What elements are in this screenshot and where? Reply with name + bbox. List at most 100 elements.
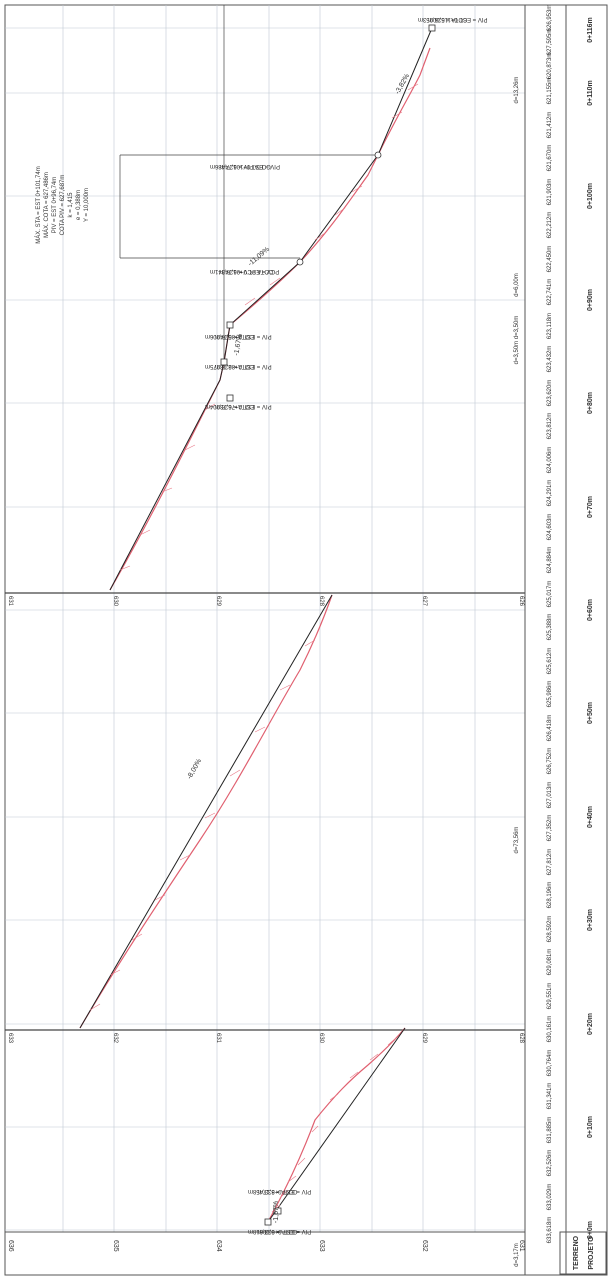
curve-line: MÁX. COTA = 627,486m: [43, 172, 50, 238]
curve-line: PIV = EST 0+96,74m: [52, 177, 58, 234]
terrain-value-labels: 633,618m 633,029m 632,526m 631,885m 631,…: [547, 5, 553, 1244]
terrain-value: 627,013m: [547, 782, 553, 809]
station-label: 0+60m: [587, 599, 594, 621]
station-label: 0+40m: [587, 806, 594, 828]
elevation-label: 631: [518, 1240, 525, 1252]
elevation-label: 626: [518, 596, 524, 607]
station-label: 0+50m: [587, 702, 594, 724]
curve-line: k = 1,415: [68, 192, 74, 218]
elevation-label: 633: [7, 1033, 13, 1044]
terrain-value: 625,017m: [547, 581, 553, 608]
section3-profile: [109, 24, 436, 591]
terrain-value: 622,741m: [547, 279, 553, 306]
terrain-value: 627,352m: [547, 815, 553, 842]
terrain-value: 628,196m: [547, 882, 553, 909]
terrain-value: 625,986m: [547, 681, 553, 708]
terrain-value: 627,595m: [547, 29, 553, 56]
elevation-labels-section1: 636 635 634 633 632 631: [7, 1240, 525, 1252]
terrain-value: 625,612m: [547, 648, 553, 675]
curve-line: MÁX. STA = EST 0+101,74m: [35, 166, 42, 243]
leader-lines: [119, 5, 378, 360]
slope-label: -1,67%: [233, 333, 244, 356]
legend-terreno: TERRENO: [573, 1235, 580, 1270]
elevation-label: 629: [215, 596, 221, 607]
terrain-value: 624,006m: [547, 447, 553, 474]
curve-line: Y = 10,000m: [84, 188, 90, 222]
terrain-value: 625,388m: [547, 614, 553, 641]
piv-cota: COTA = 628,906m: [205, 333, 254, 339]
piv-label: PIV = EST 0+3,17m: [258, 1188, 311, 1194]
distance-label: d=73,56m: [514, 827, 520, 854]
elevation-label: 629: [421, 1033, 427, 1044]
terrain-value: 622,212m: [547, 212, 553, 239]
slope-label: -8,00%: [186, 758, 203, 781]
piv-cota: COTA PCV = 628,341m: [210, 268, 273, 274]
piv-label: PIV = EST 0+85,74m: [215, 333, 272, 339]
terrain-value: 624,884m: [547, 547, 553, 574]
drawing-frame: [4, 4, 608, 1276]
section2-profile: [79, 594, 333, 1029]
elevation-label: 628: [518, 1033, 524, 1044]
station-label: 0+110m: [587, 80, 594, 106]
terrain-value: 620,873m: [547, 53, 553, 80]
elevation-label: 627: [421, 596, 427, 607]
terrain-value: 628,592m: [547, 916, 553, 943]
distance-label: d=3,17m: [514, 1243, 520, 1267]
piv-annotations: PIV = EST 0+0,00m COTA = 633,618m PIV = …: [205, 16, 487, 1234]
terrain-value: 633,029m: [547, 1184, 553, 1211]
elevation-label: 630: [318, 1033, 324, 1044]
terrain-value: 631,341m: [547, 1083, 553, 1110]
slope-labels: -1,67% -8,00% -1,67% -11,09% -3,82%: [186, 73, 411, 1223]
terrain-value: 623,620m: [547, 380, 553, 407]
terrain-value: 629,081m: [547, 949, 553, 976]
terrain-value: 621,670m: [547, 145, 553, 172]
station-label: 0+90m: [587, 289, 594, 311]
slope-label: -11,09%: [247, 246, 271, 268]
slope-label: -1,67%: [273, 1201, 280, 1223]
elevation-labels-section3: 631 630 629 628 627 626: [7, 596, 524, 607]
terrain-value: 623,118m: [547, 313, 553, 339]
section-dividers: [5, 592, 525, 1031]
elevation-label: 631: [215, 1033, 221, 1044]
distance-label: d=6,00m: [514, 273, 520, 297]
piv-label: PIV = EST 0+101,74m: [220, 163, 280, 169]
terrain-value: 624,291m: [547, 480, 553, 507]
terrain-value: 626,953m: [547, 5, 553, 32]
station-label: 0+20m: [587, 1013, 594, 1035]
elevation-labels-section2: 633 632 631 630 629 628: [7, 1033, 524, 1044]
elevation-label: 633: [318, 1240, 325, 1252]
curve-line: COTA PIV = 627,687m: [60, 175, 66, 236]
section1-profile: [264, 1027, 406, 1226]
elevation-label: 630: [112, 596, 118, 607]
station-label: 0+70m: [587, 496, 594, 518]
piv-cota: COTA = 628,904m: [205, 403, 254, 409]
terrain-value: 627,812m: [547, 849, 553, 876]
terrain-value: 629,551m: [547, 983, 553, 1010]
distance-label: d=13,26m: [514, 77, 520, 104]
terrain-value: 623,812m: [547, 413, 553, 440]
elevation-label: 631: [7, 596, 13, 607]
elevation-label: 636: [7, 1240, 14, 1252]
piv-cota: COTA PIV = 627,486m: [210, 163, 271, 169]
terrain-value: 626,752m: [547, 748, 553, 775]
slope-label: -3,82%: [394, 73, 411, 96]
elevation-gridlines: [62, 5, 476, 1232]
station-label: 0+10m: [587, 1116, 594, 1138]
station-gridlines: [5, 27, 525, 1231]
terrain-value: 626,418m: [547, 715, 553, 742]
elevation-label: 635: [112, 1240, 119, 1252]
elevation-label: 632: [421, 1240, 428, 1252]
elevation-label: 628: [318, 596, 324, 607]
terrain-value: 631,885m: [547, 1117, 553, 1144]
piv-cota: COTA = 628,975m: [205, 363, 254, 369]
elevation-label: 634: [215, 1240, 222, 1252]
distance-labels: d=3,17m d=73,56m d=3,50m d=3,50m d=6,00m…: [514, 77, 520, 1267]
terrain-value: 621,412m: [547, 112, 553, 139]
elevation-label: 632: [112, 1033, 118, 1044]
piv-label: PCV = EST 0+91,74m: [220, 268, 279, 274]
terrain-value: 630,764m: [547, 1050, 553, 1077]
station-label: 0+30m: [587, 909, 594, 931]
station-label: 0+100m: [587, 183, 594, 209]
terrain-value: 632,526m: [547, 1150, 553, 1177]
terrain-value: 630,161m: [547, 1016, 553, 1043]
